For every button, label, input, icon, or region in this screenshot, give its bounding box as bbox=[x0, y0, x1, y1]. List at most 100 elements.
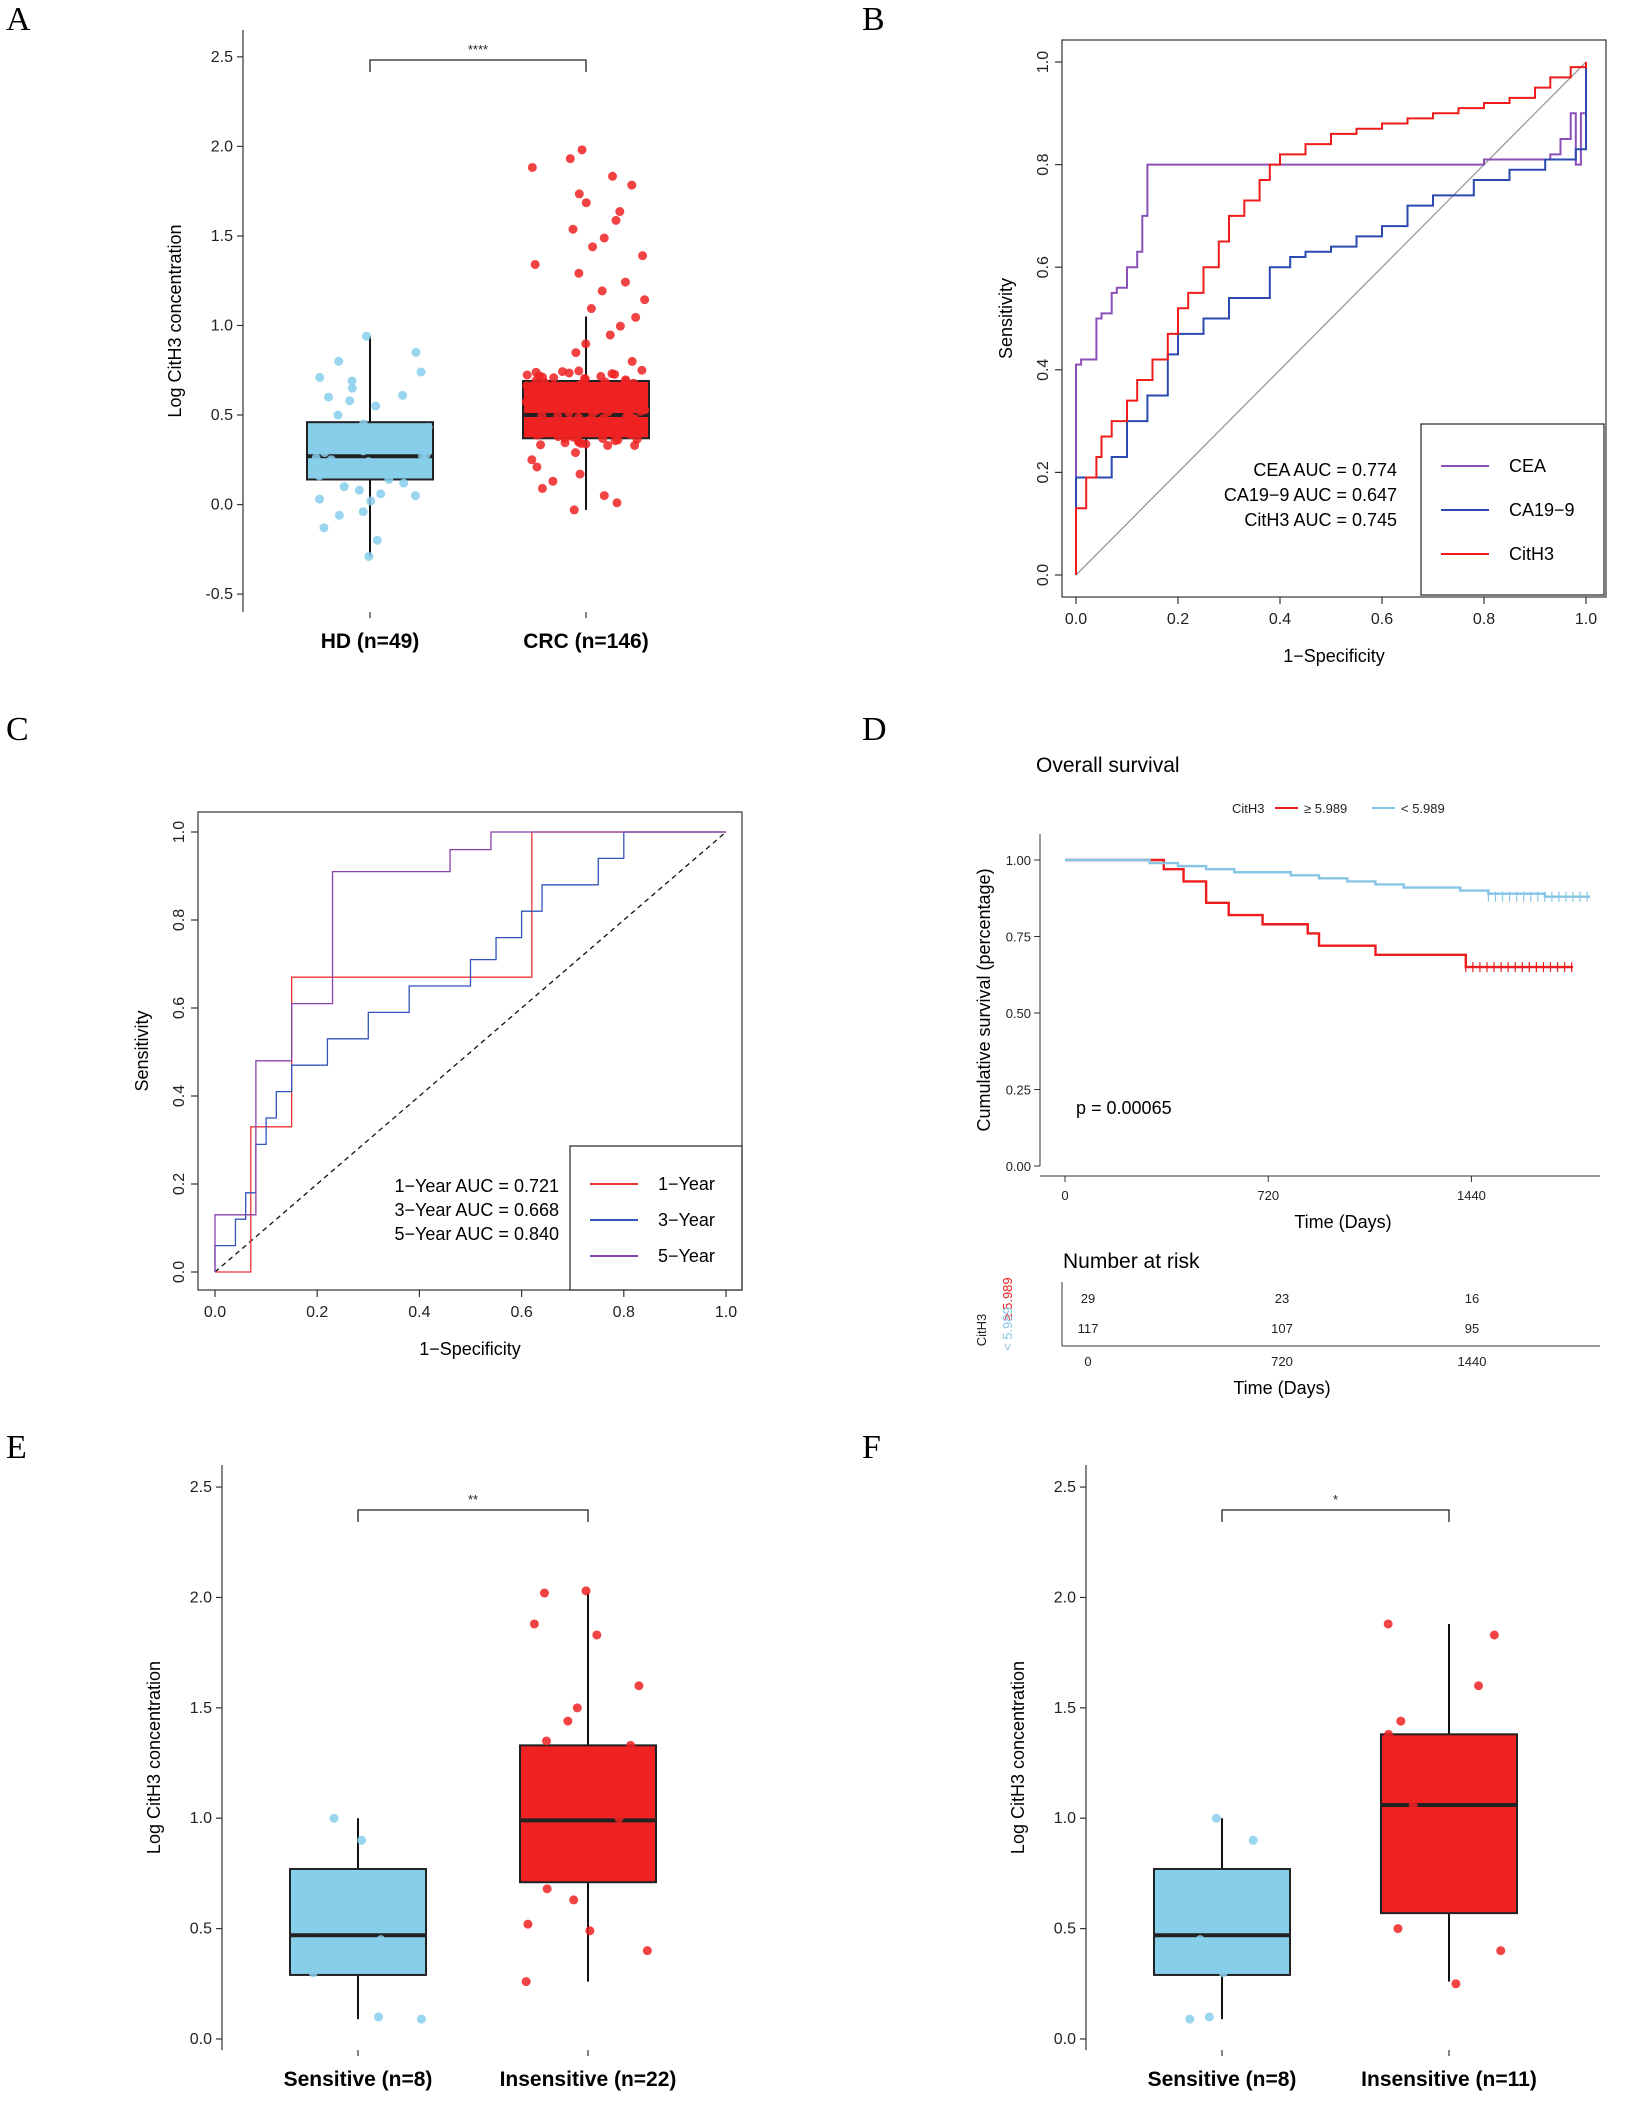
legend-label: 3−Year bbox=[658, 1210, 715, 1230]
data-point bbox=[420, 444, 430, 454]
panel-label-e: E bbox=[6, 1429, 27, 1466]
risk-count: 16 bbox=[1465, 1291, 1479, 1306]
y-tick-label: 0.25 bbox=[1006, 1083, 1031, 1098]
legend-label: 1−Year bbox=[658, 1174, 715, 1194]
data-point bbox=[637, 365, 647, 375]
auc-text: 5−Year AUC = 0.840 bbox=[395, 1224, 559, 1244]
category-label: HD (n=49) bbox=[321, 630, 420, 653]
panel-label-f: F bbox=[862, 1429, 881, 1466]
data-point bbox=[588, 242, 598, 252]
y-axis-label: Log CitH3 concentration bbox=[1008, 1661, 1028, 1854]
data-point bbox=[585, 1926, 595, 1936]
y-tick-label: 0.4 bbox=[1035, 359, 1052, 381]
data-point bbox=[593, 391, 603, 401]
data-point bbox=[532, 462, 542, 472]
survival-curve-0 bbox=[1065, 858, 1574, 969]
risk-x-tick-label: 720 bbox=[1271, 1354, 1293, 1369]
x-tick-label: 0.2 bbox=[1167, 611, 1189, 628]
data-point bbox=[627, 180, 637, 190]
data-point bbox=[1248, 1835, 1258, 1845]
data-point bbox=[376, 1935, 386, 1945]
data-point bbox=[614, 1813, 624, 1823]
y-tick-label: 0.5 bbox=[190, 1921, 212, 1938]
x-tick-label: 0.8 bbox=[613, 1304, 635, 1321]
y-axis-label: Cumulative survival (percentage) bbox=[974, 868, 994, 1131]
y-tick-label: 0.8 bbox=[171, 909, 188, 931]
y-tick-label: 1.0 bbox=[190, 1810, 212, 1827]
data-point bbox=[1383, 1619, 1393, 1629]
y-axis-label: Sensitivity bbox=[132, 1010, 152, 1091]
data-point bbox=[358, 446, 368, 456]
data-point bbox=[585, 400, 595, 410]
data-point bbox=[608, 171, 618, 181]
data-point bbox=[558, 367, 568, 377]
y-tick-label: 1.0 bbox=[211, 317, 233, 334]
data-point bbox=[599, 491, 609, 501]
y-tick-label: 0.0 bbox=[211, 497, 233, 514]
roc-curve-0 bbox=[215, 831, 726, 1273]
category-label: Sensitive (n=8) bbox=[1148, 2068, 1297, 2091]
y-axis-label: Log CitH3 concentration bbox=[165, 224, 185, 417]
data-point bbox=[542, 1884, 552, 1894]
y-tick-label: -0.5 bbox=[205, 586, 233, 603]
data-point bbox=[547, 382, 557, 392]
data-point bbox=[634, 1681, 644, 1691]
plot-border bbox=[197, 811, 743, 1291]
data-point bbox=[423, 423, 433, 433]
data-point bbox=[354, 485, 364, 495]
y-tick-label: 2.0 bbox=[190, 1589, 212, 1606]
data-point bbox=[376, 489, 386, 499]
risk-count: 107 bbox=[1271, 1321, 1293, 1336]
data-point bbox=[603, 1857, 613, 1867]
data-point bbox=[1218, 1968, 1228, 1978]
data-point bbox=[568, 224, 578, 234]
data-point bbox=[416, 2014, 426, 2024]
panel-label-b: B bbox=[862, 1, 885, 38]
box bbox=[519, 1744, 657, 1884]
data-point bbox=[615, 321, 625, 331]
data-point bbox=[347, 383, 357, 393]
data-point bbox=[320, 448, 330, 458]
data-point bbox=[339, 482, 349, 492]
data-point bbox=[596, 371, 606, 381]
significance-stars: * bbox=[1333, 1492, 1338, 1507]
data-point bbox=[586, 391, 596, 401]
legend-box bbox=[569, 1145, 743, 1291]
data-point bbox=[523, 1919, 533, 1929]
x-tick-label: 1.0 bbox=[1575, 611, 1597, 628]
data-point bbox=[612, 498, 622, 508]
p-value: p = 0.00065 bbox=[1076, 1098, 1172, 1118]
x-tick-label: 1440 bbox=[1457, 1188, 1486, 1203]
data-point bbox=[558, 1802, 568, 1812]
data-point bbox=[575, 469, 585, 479]
y-tick-label: 1.5 bbox=[211, 228, 233, 245]
significance-stars: **** bbox=[468, 42, 488, 57]
data-point bbox=[536, 440, 546, 450]
data-point bbox=[371, 401, 381, 411]
data-point bbox=[541, 422, 551, 432]
data-point bbox=[522, 370, 532, 380]
data-point bbox=[339, 430, 349, 440]
data-point bbox=[543, 392, 553, 402]
x-axis-label: Time (Days) bbox=[1294, 1212, 1391, 1232]
x-tick-label: 1.0 bbox=[715, 1304, 737, 1321]
y-tick-label: 0.6 bbox=[171, 997, 188, 1019]
auc-text: CitH3 AUC = 0.745 bbox=[1244, 510, 1397, 530]
data-point bbox=[603, 440, 613, 450]
plot-title: Overall survival bbox=[1036, 754, 1180, 777]
data-point bbox=[553, 411, 563, 421]
y-tick-label: 0.4 bbox=[171, 1085, 188, 1107]
data-point bbox=[310, 1924, 320, 1934]
legend-label: CEA bbox=[1509, 456, 1546, 476]
y-tick-label: 0.5 bbox=[1054, 1921, 1076, 1938]
data-point bbox=[599, 233, 609, 243]
x-tick-label: 0.6 bbox=[1371, 611, 1393, 628]
plot-border bbox=[1061, 39, 1607, 598]
data-point bbox=[598, 434, 608, 444]
data-point bbox=[1430, 1769, 1440, 1779]
data-point bbox=[637, 384, 647, 394]
data-point bbox=[571, 348, 581, 358]
data-point bbox=[642, 1946, 652, 1956]
data-point bbox=[386, 433, 396, 443]
